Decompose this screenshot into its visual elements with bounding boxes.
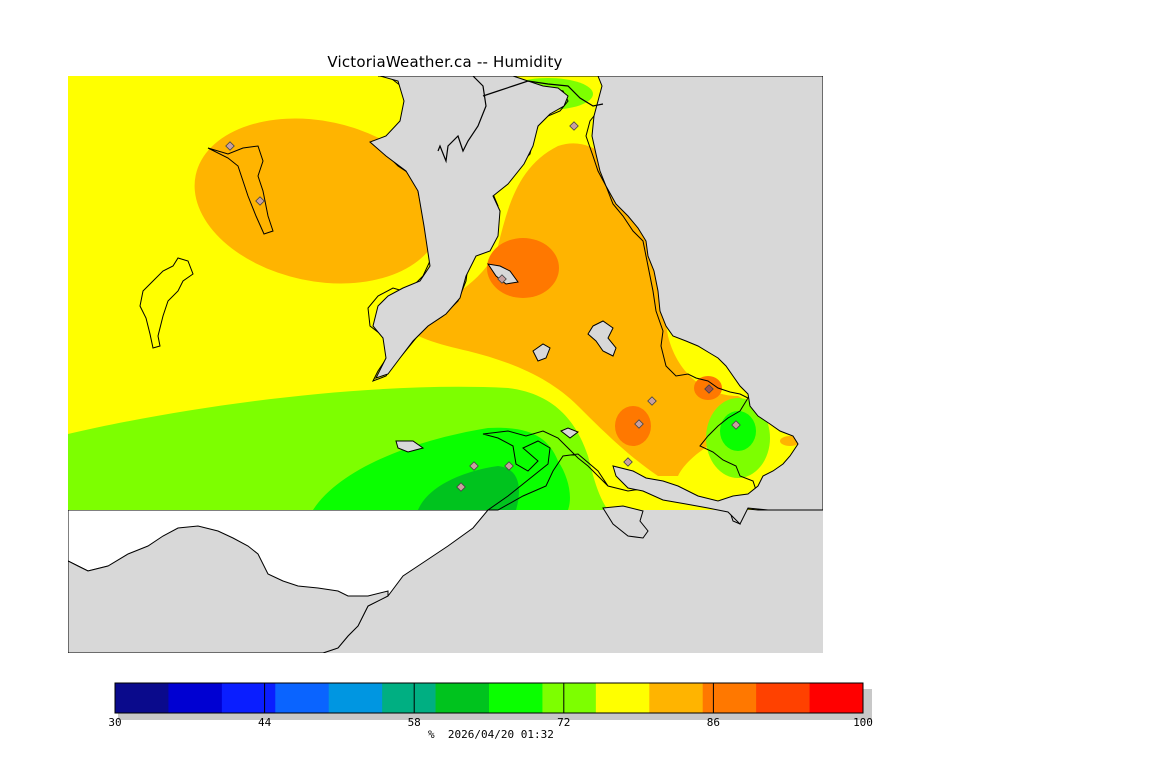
island bbox=[532, 343, 551, 362]
scale-color-bin bbox=[435, 683, 490, 713]
water-masks bbox=[369, 76, 823, 525]
station-marker[interactable] bbox=[647, 396, 657, 406]
station-marker[interactable] bbox=[469, 461, 479, 471]
station-marker[interactable] bbox=[225, 141, 235, 151]
station-marker[interactable] bbox=[704, 384, 714, 394]
ocean bbox=[367, 76, 823, 525]
island bbox=[207, 145, 274, 235]
scale-color-bin bbox=[221, 683, 276, 713]
scale-color-bin bbox=[595, 683, 650, 713]
scale-color-bin bbox=[382, 683, 437, 713]
scale-color-bin bbox=[168, 683, 223, 713]
station-marker[interactable] bbox=[497, 274, 507, 284]
scale-tick-label: 86 bbox=[706, 716, 721, 729]
island bbox=[602, 505, 649, 539]
legend-footer: % 2026/04/20 01:32 bbox=[428, 728, 554, 741]
station-marker[interactable] bbox=[634, 419, 644, 429]
unit-label: % bbox=[428, 728, 435, 741]
scale-color-bin bbox=[649, 683, 704, 713]
scale-tick-label: 44 bbox=[257, 716, 272, 729]
scale-color-bin bbox=[702, 683, 757, 713]
scale-color-bin bbox=[809, 683, 864, 713]
scale-tick-label: 72 bbox=[557, 716, 571, 729]
scale-color-bin bbox=[542, 683, 597, 713]
island bbox=[395, 440, 425, 453]
southern-land-no-data bbox=[68, 525, 389, 653]
scale-tick-label: 100 bbox=[853, 716, 873, 729]
scale-color-bin bbox=[328, 683, 383, 713]
map-title: VictoriaWeather.ca -- Humidity bbox=[327, 53, 563, 71]
station-marker[interactable] bbox=[456, 482, 466, 492]
scale-color-bin bbox=[489, 683, 543, 713]
station-marker[interactable] bbox=[504, 461, 514, 471]
scale-color-bin bbox=[275, 683, 330, 713]
station-markers[interactable] bbox=[225, 121, 741, 492]
station-marker[interactable] bbox=[731, 420, 741, 430]
station-marker[interactable] bbox=[623, 457, 633, 467]
coastline bbox=[437, 76, 604, 164]
island bbox=[587, 320, 617, 357]
station-marker[interactable] bbox=[255, 196, 265, 206]
timestamp: 2026/04/20 01:32 bbox=[447, 728, 554, 741]
humidity-contour-map[interactable] bbox=[68, 76, 823, 653]
scale-tick-label: 58 bbox=[407, 716, 421, 729]
color-scale-bar bbox=[114, 682, 872, 720]
scale-color-bin bbox=[756, 683, 811, 713]
station-marker[interactable] bbox=[569, 121, 579, 131]
scale-tick-label: 30 bbox=[108, 716, 122, 729]
island bbox=[139, 257, 194, 349]
island bbox=[560, 427, 580, 439]
scale-color-bin bbox=[115, 683, 169, 713]
